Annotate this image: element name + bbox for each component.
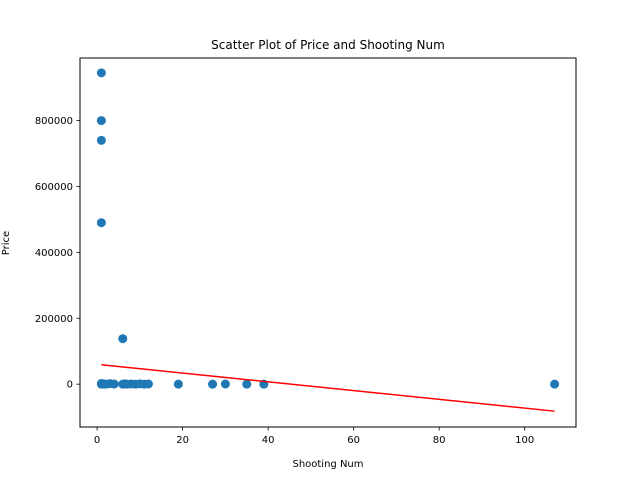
chart-title: Scatter Plot of Price and Shooting Num	[211, 38, 445, 52]
y-axis: 0 200000 400000 600000 800000	[35, 116, 80, 391]
scatter-point	[242, 379, 252, 389]
scatter-point	[173, 379, 183, 389]
scatter-point	[96, 68, 106, 78]
y-tick-label: 400000	[35, 248, 73, 259]
y-tick-label: 0	[67, 380, 73, 391]
x-tick-label: 40	[262, 435, 275, 446]
scatter-point	[118, 334, 128, 344]
scatter-point	[109, 379, 119, 389]
scatter-point	[96, 116, 106, 126]
scatter-point	[208, 379, 218, 389]
y-axis-label: Price	[1, 231, 12, 255]
x-axis: 0 20 40 60 80 100	[94, 427, 534, 446]
scatter-point	[96, 218, 106, 228]
x-tick-label: 60	[347, 435, 360, 446]
x-tick-label: 20	[176, 435, 189, 446]
scatter-point	[550, 379, 560, 389]
x-axis-label: Shooting Num	[292, 459, 363, 470]
y-tick-label: 200000	[35, 314, 73, 325]
scatter-point	[96, 135, 106, 145]
scatter-point	[220, 379, 230, 389]
y-tick-label: 600000	[35, 182, 73, 193]
x-tick-label: 100	[515, 435, 534, 446]
x-tick-label: 0	[94, 435, 100, 446]
plot-area	[96, 68, 560, 412]
scatter-point	[143, 379, 153, 389]
y-tick-label: 800000	[35, 116, 73, 127]
x-tick-label: 80	[433, 435, 446, 446]
trend-line	[101, 363, 555, 412]
plot-frame	[79, 57, 577, 428]
